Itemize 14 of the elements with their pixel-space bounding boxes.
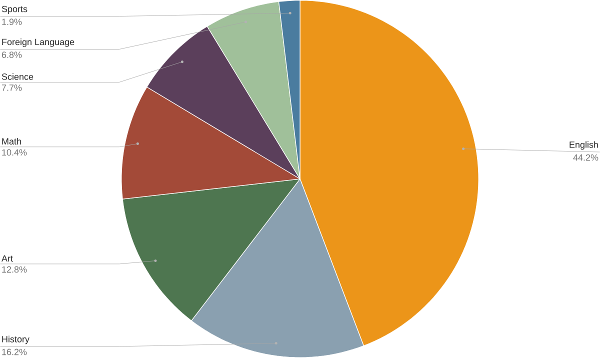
slice-label: History <box>2 336 30 344</box>
data-label: 7.7% <box>2 84 22 91</box>
slice-label: Foreign Language <box>2 38 74 47</box>
data-label: 12.8% <box>2 266 27 273</box>
data-label: 10.4% <box>2 149 27 156</box>
data-label: 6.8% <box>2 52 22 58</box>
slice-label: Art <box>2 255 13 262</box>
data-label: 44.2% <box>573 154 598 161</box>
slice-label: Science <box>2 73 34 80</box>
data-label: 1.9% <box>2 18 22 26</box>
slice-label: English <box>570 141 598 150</box>
slice-label: Sports <box>2 6 28 14</box>
slice-label: Math <box>2 138 21 145</box>
data-label: 16.2% <box>2 348 27 356</box>
